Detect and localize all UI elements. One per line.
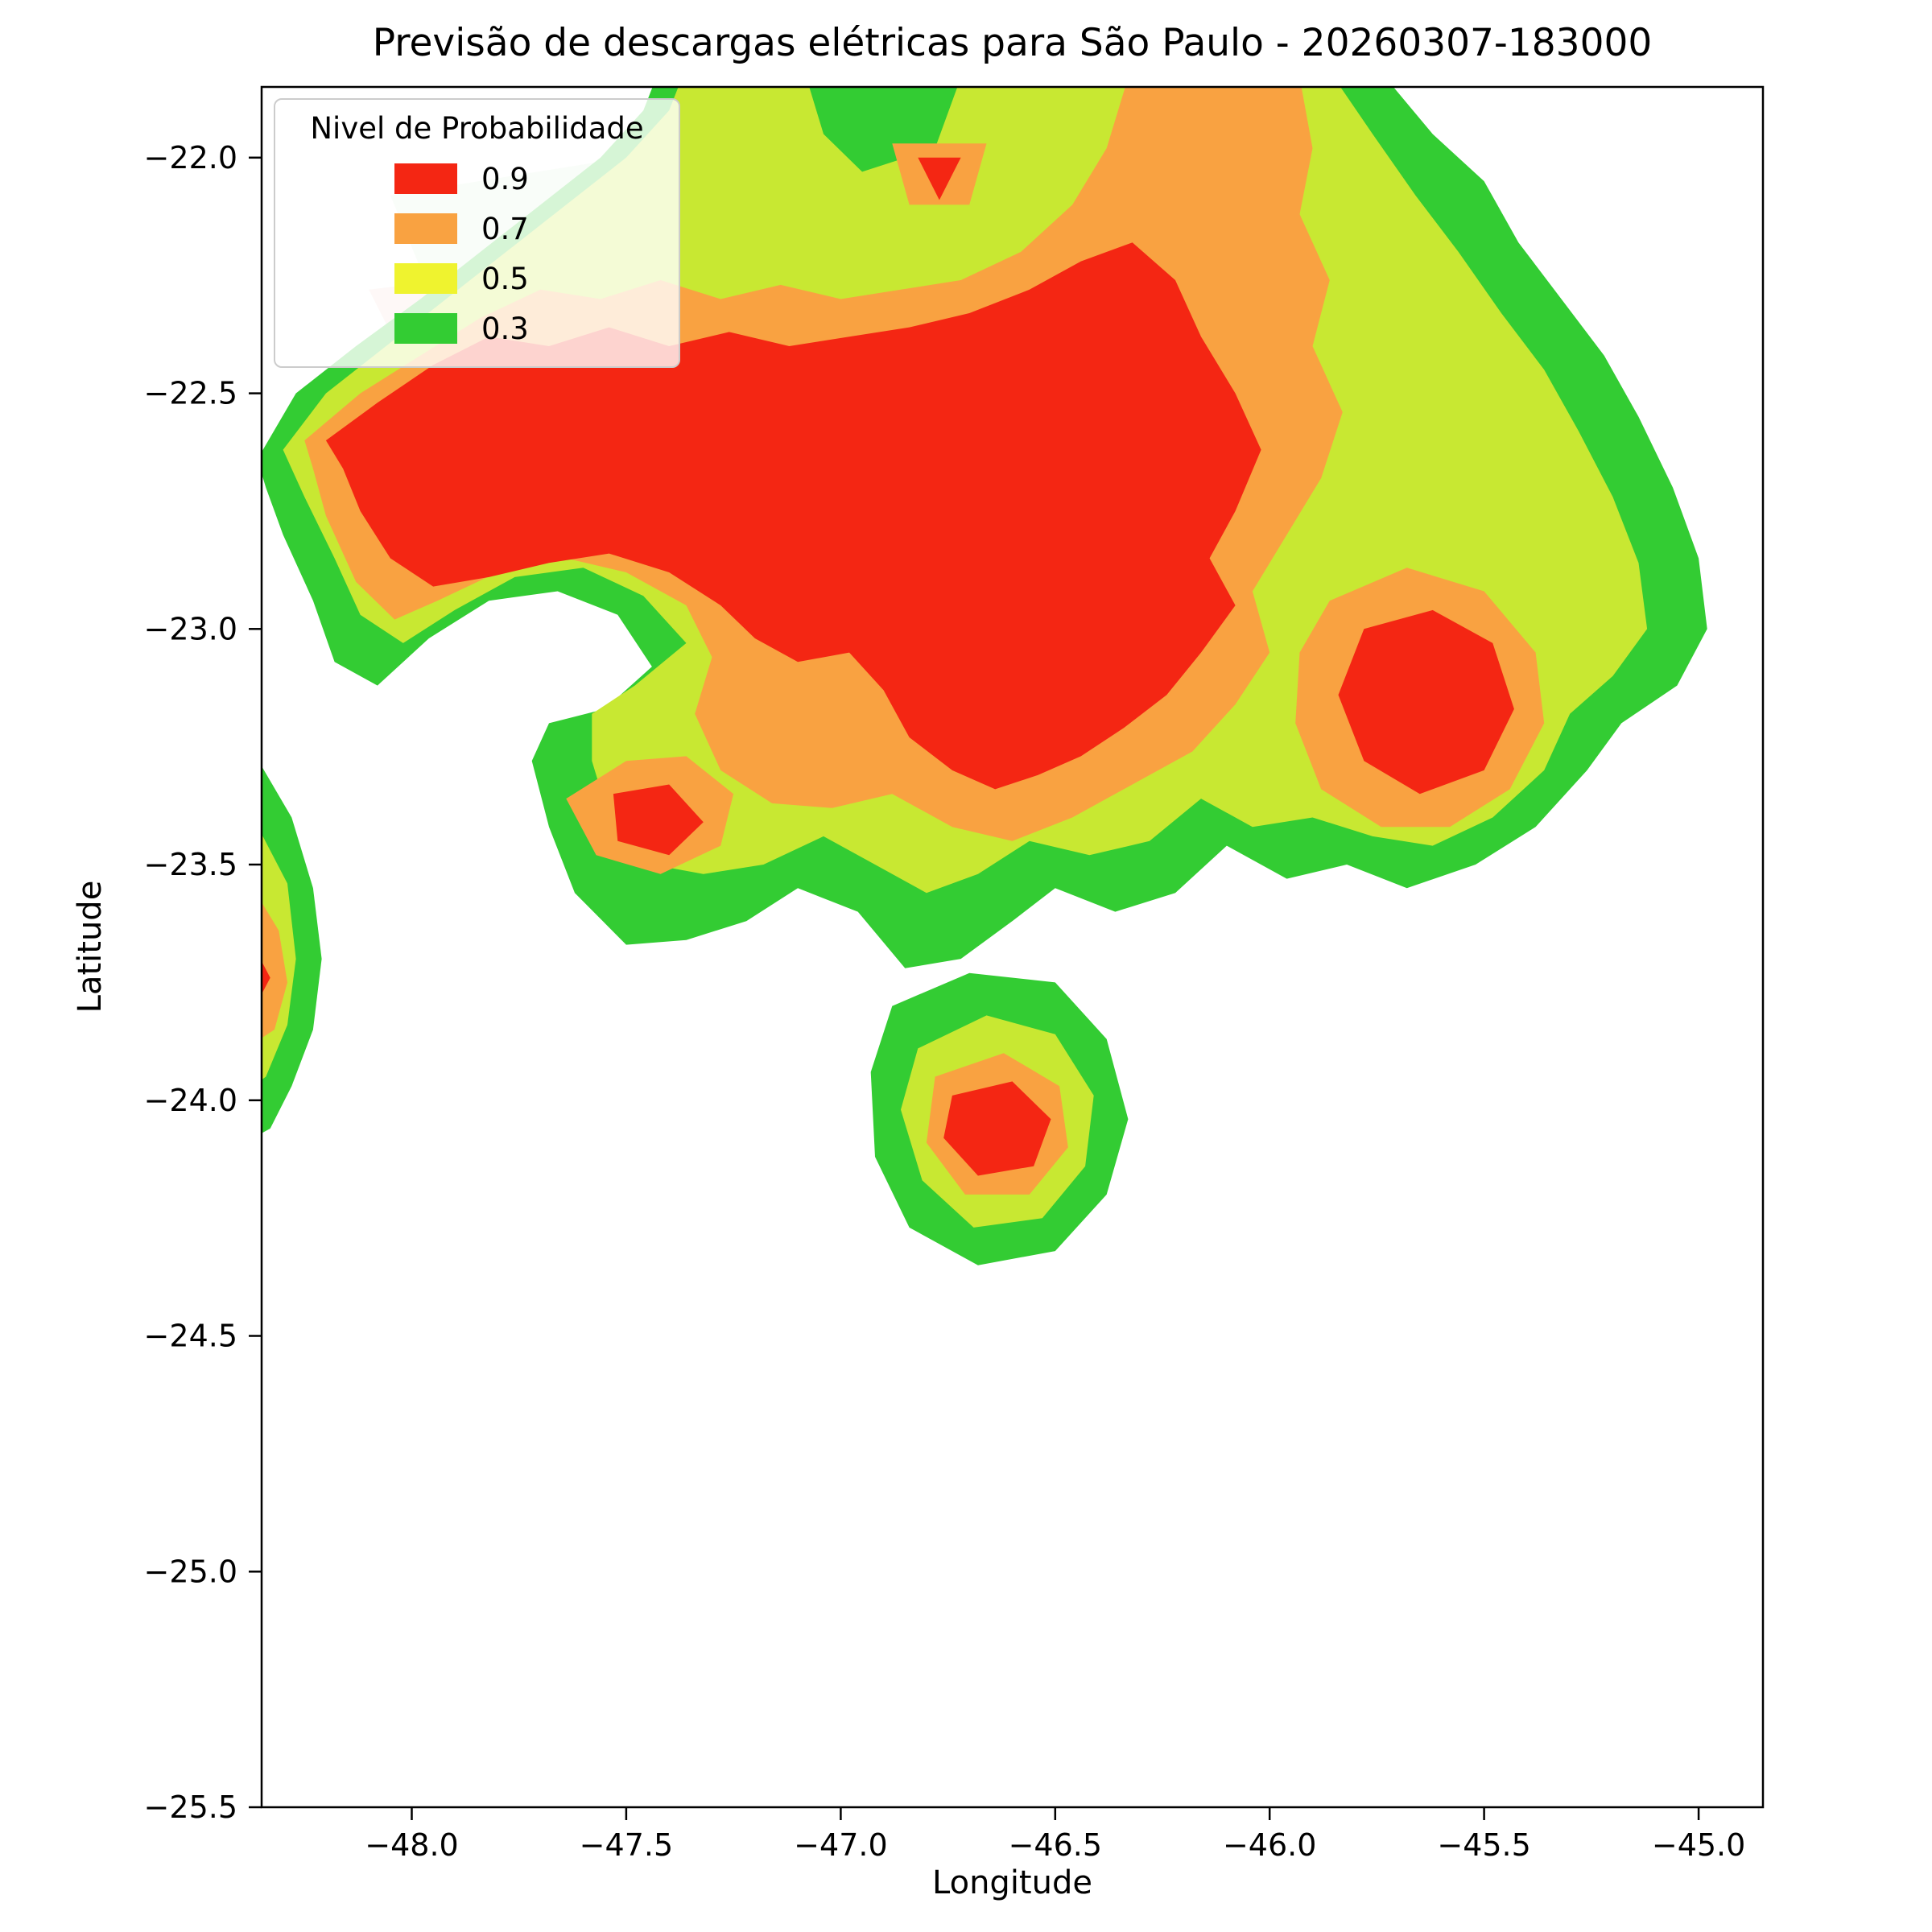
contour-region-south-cell-red [943,1081,1051,1176]
legend-entry: 0.7 [275,204,679,254]
legend: Nivel de Probabilidade 0.9 0.7 0.5 0.3 [274,98,680,368]
contour-region-west-edge-red [262,961,270,995]
x-tick-label: −45.5 [1437,1827,1530,1863]
x-tick-label: −47.5 [580,1827,673,1863]
y-tick-label: −23.0 [144,611,237,646]
y-tick-label: −23.5 [144,847,237,882]
y-tick-label: −22.0 [144,140,237,175]
plot-title: Previsão de descargas elétricas para São… [372,21,1653,65]
legend-title: Nivel de Probabilidade [310,111,644,146]
x-tick-label: −48.0 [365,1827,458,1863]
legend-swatch-0.7 [394,213,457,244]
x-tick-label: −46.5 [1009,1827,1102,1863]
contour-region-top-notch-red [918,157,961,200]
y-axis-label: Latitude [72,880,109,1013]
legend-swatch-0.3 [394,313,457,344]
y-tick-label: −24.5 [144,1319,237,1354]
y-tick-label: −24.0 [144,1083,237,1118]
contour-region-east-cell-red [1338,609,1514,795]
contour-region-west-edge-orange [262,902,287,1038]
legend-entry: 0.9 [275,154,679,204]
legend-entry-label: 0.7 [481,211,529,246]
x-tick-label: −45.0 [1652,1827,1745,1863]
contour-region-main-red [325,242,1261,790]
y-tick-label: −22.5 [144,376,237,411]
plot-border [260,85,1765,1809]
legend-entry: 0.3 [275,303,679,353]
legend-entry-label: 0.3 [481,311,529,346]
contour-region-southwest-spot-red [613,784,704,856]
y-tick-label: −25.5 [144,1790,237,1825]
legend-entry: 0.5 [275,254,679,303]
legend-swatch-0.5 [394,263,457,294]
legend-entries: 0.9 0.7 0.5 0.3 [275,154,679,353]
x-axis-label: Longitude [932,1864,1092,1901]
legend-swatch-0.9 [394,163,457,194]
x-tick-label: −46.0 [1223,1827,1316,1863]
x-tick-label: −47.0 [794,1827,887,1863]
legend-entry-label: 0.5 [481,261,529,296]
legend-entry-label: 0.9 [481,161,529,196]
y-tick-label: −25.0 [144,1554,237,1589]
